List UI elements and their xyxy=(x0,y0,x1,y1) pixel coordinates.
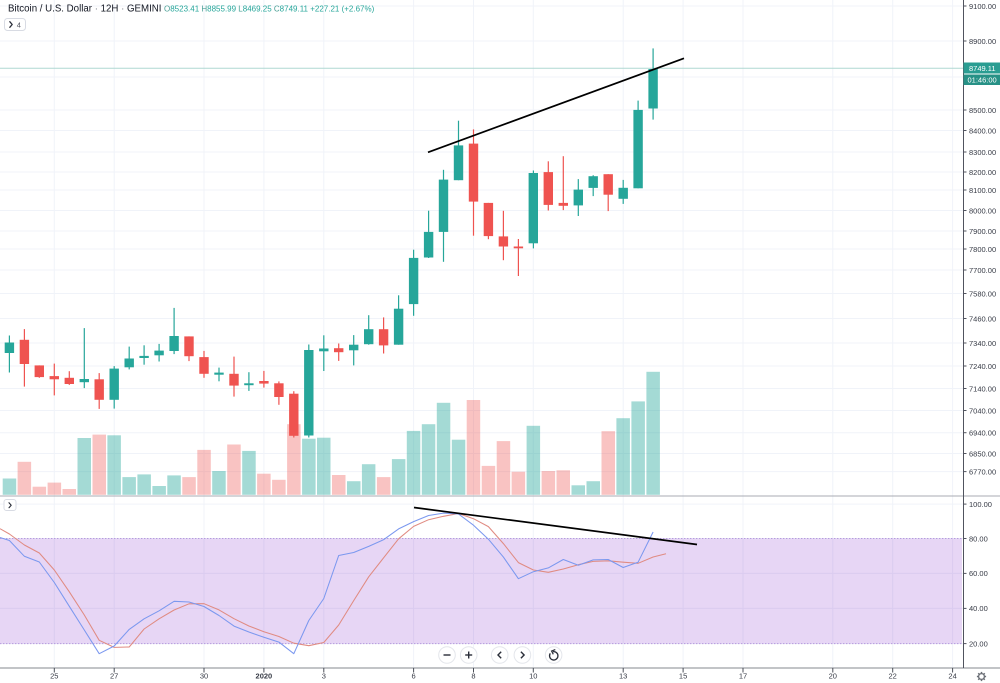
svg-text:O8523.41 H8855.99 L8469.25 C87: O8523.41 H8855.99 L8469.25 C8749.11 +227… xyxy=(164,4,375,13)
svg-text:Bitcoin / U.S. Dollar · 12H ·: Bitcoin / U.S. Dollar · 12H · GEMINI xyxy=(8,4,161,15)
svg-text:40.00: 40.00 xyxy=(969,604,988,613)
svg-text:20: 20 xyxy=(829,672,837,681)
svg-text:15: 15 xyxy=(679,672,687,681)
svg-text:8400.00: 8400.00 xyxy=(969,126,996,135)
svg-text:80.00: 80.00 xyxy=(969,534,988,543)
svg-text:6770.00: 6770.00 xyxy=(969,467,996,476)
svg-text:100.00: 100.00 xyxy=(969,500,992,509)
svg-text:10: 10 xyxy=(529,672,537,681)
svg-text:6940.00: 6940.00 xyxy=(969,429,996,438)
svg-text:8100.00: 8100.00 xyxy=(969,186,996,195)
svg-text:8: 8 xyxy=(471,672,475,681)
svg-text:7460.00: 7460.00 xyxy=(969,314,996,323)
svg-text:7140.00: 7140.00 xyxy=(969,384,996,393)
svg-text:4: 4 xyxy=(17,20,21,29)
svg-text:8500.00: 8500.00 xyxy=(969,106,996,115)
svg-text:8200.00: 8200.00 xyxy=(969,168,996,177)
svg-text:60.00: 60.00 xyxy=(969,569,988,578)
svg-text:8000.00: 8000.00 xyxy=(969,206,996,215)
svg-text:7040.00: 7040.00 xyxy=(969,406,996,415)
svg-text:20.00: 20.00 xyxy=(969,639,988,648)
svg-text:7340.00: 7340.00 xyxy=(969,339,996,348)
svg-text:9100.00: 9100.00 xyxy=(969,2,996,11)
svg-text:24: 24 xyxy=(948,672,956,681)
svg-text:7800.00: 7800.00 xyxy=(969,245,996,254)
svg-text:25: 25 xyxy=(50,672,58,681)
svg-text:17: 17 xyxy=(739,672,747,681)
svg-text:01:46:00: 01:46:00 xyxy=(968,76,997,85)
svg-text:7240.00: 7240.00 xyxy=(969,362,996,371)
svg-text:8900.00: 8900.00 xyxy=(969,37,996,46)
svg-text:6850.00: 6850.00 xyxy=(969,449,996,458)
svg-text:7580.00: 7580.00 xyxy=(969,289,996,298)
svg-text:7700.00: 7700.00 xyxy=(969,266,996,275)
svg-text:3: 3 xyxy=(322,672,326,681)
svg-text:6: 6 xyxy=(412,672,416,681)
svg-text:30: 30 xyxy=(200,672,208,681)
svg-text:22: 22 xyxy=(889,672,897,681)
svg-text:13: 13 xyxy=(619,672,627,681)
svg-text:2020: 2020 xyxy=(256,672,273,681)
svg-text:27: 27 xyxy=(110,672,118,681)
svg-text:7900.00: 7900.00 xyxy=(969,227,996,236)
svg-text:8749.11: 8749.11 xyxy=(969,64,996,73)
svg-text:8300.00: 8300.00 xyxy=(969,148,996,157)
